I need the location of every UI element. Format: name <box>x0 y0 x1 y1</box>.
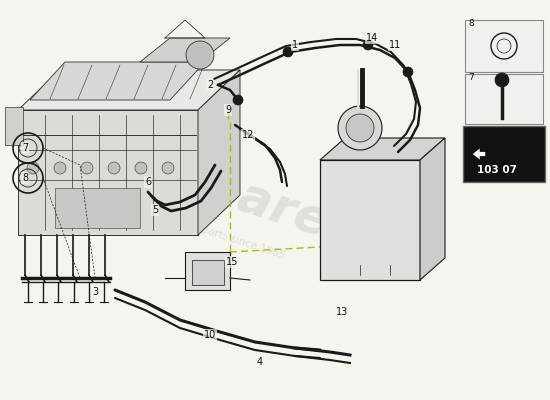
FancyBboxPatch shape <box>463 126 545 182</box>
Circle shape <box>135 162 147 174</box>
Bar <box>320 160 420 280</box>
Circle shape <box>186 41 214 69</box>
Text: 5: 5 <box>152 205 158 215</box>
Text: 3: 3 <box>92 287 98 297</box>
Polygon shape <box>30 62 205 100</box>
Bar <box>185 252 230 290</box>
Circle shape <box>346 114 374 142</box>
Text: 1: 1 <box>292 40 298 50</box>
Circle shape <box>81 162 93 174</box>
Polygon shape <box>420 138 445 280</box>
Text: eurospares: eurospares <box>47 113 362 257</box>
Circle shape <box>338 106 382 150</box>
Text: 15: 15 <box>226 257 238 267</box>
Text: 6: 6 <box>145 177 151 187</box>
Text: 4: 4 <box>257 357 263 367</box>
Circle shape <box>283 47 293 57</box>
Circle shape <box>495 73 509 87</box>
Polygon shape <box>320 138 445 160</box>
Text: 2: 2 <box>207 80 213 90</box>
Circle shape <box>108 162 120 174</box>
Text: 8: 8 <box>22 173 28 183</box>
Polygon shape <box>18 110 198 235</box>
Polygon shape <box>198 70 240 235</box>
Bar <box>5 107 23 145</box>
Polygon shape <box>18 70 240 110</box>
Text: 103 07: 103 07 <box>477 165 517 175</box>
Circle shape <box>27 162 39 174</box>
Bar <box>465 74 543 124</box>
Text: 8: 8 <box>468 20 474 28</box>
Text: 14: 14 <box>366 33 378 43</box>
Circle shape <box>233 95 243 105</box>
Circle shape <box>162 162 174 174</box>
Bar <box>55 188 140 228</box>
Circle shape <box>54 162 66 174</box>
Text: 11: 11 <box>389 40 401 50</box>
Text: 9: 9 <box>225 105 231 115</box>
Text: a passion for parts since 1985: a passion for parts since 1985 <box>134 203 287 261</box>
Polygon shape <box>140 38 230 62</box>
Text: 10: 10 <box>204 330 216 340</box>
Bar <box>465 20 543 72</box>
Circle shape <box>403 67 413 77</box>
Bar <box>192 260 224 285</box>
Text: 13: 13 <box>336 307 348 317</box>
Circle shape <box>363 40 373 50</box>
Text: 12: 12 <box>242 130 254 140</box>
Text: 7: 7 <box>468 74 474 82</box>
Text: 7: 7 <box>22 143 28 153</box>
FancyArrowPatch shape <box>473 148 485 160</box>
